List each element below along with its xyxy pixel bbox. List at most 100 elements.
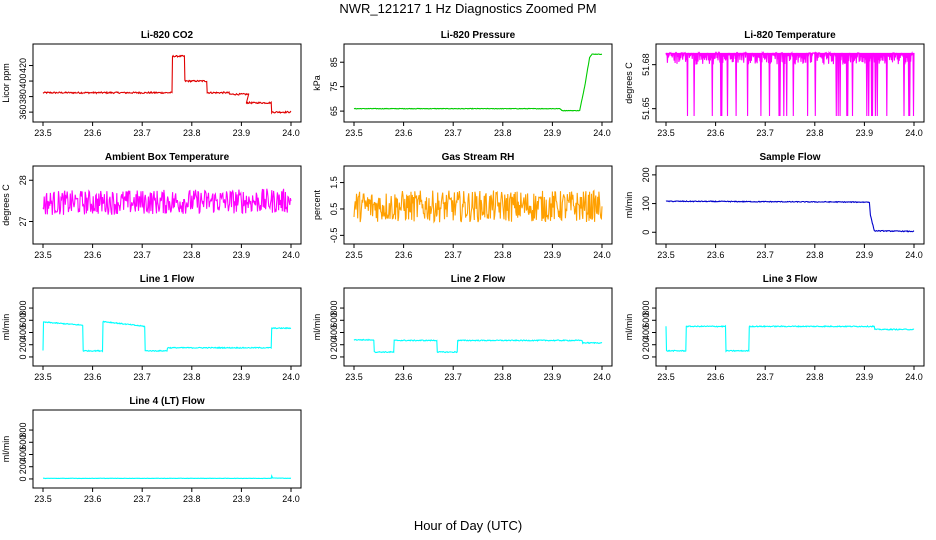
panel-10: Line 4 (LT) Flow ml/min 23.5 23.6 23.7 23.8 23… — [1, 396, 302, 504]
y-axis-label: ml/min — [624, 192, 634, 219]
plot-frame — [32, 287, 302, 367]
y-tick-label: 0 — [329, 354, 339, 359]
y-tick-label: 65 — [329, 106, 339, 116]
y-tick-label: 1.5 — [329, 176, 339, 189]
plot-frame — [655, 287, 925, 367]
panel-title: Sample Flow — [759, 152, 820, 163]
y-axis-label: degrees C — [624, 62, 634, 104]
x-tick-label: 24.0 — [905, 372, 923, 382]
x-tick-label: 23.6 — [707, 372, 725, 382]
x-tick-label: 23.8 — [183, 128, 201, 138]
x-tick-label: 23.6 — [395, 250, 413, 260]
y-tick-label: 0.5 — [329, 203, 339, 216]
y-tick-label: 600 — [18, 435, 28, 450]
y-tick-label: 200 — [641, 337, 651, 352]
x-tick-label: 23.5 — [657, 128, 675, 138]
x-tick-label: 23.5 — [34, 372, 52, 382]
x-tick-label: 23.8 — [494, 128, 512, 138]
x-tick-label: 23.5 — [657, 250, 675, 260]
x-tick-label: 23.9 — [856, 128, 874, 138]
x-tick-label: 24.0 — [282, 372, 300, 382]
x-tick-label: 24.0 — [905, 128, 923, 138]
plot-frame — [655, 43, 925, 123]
y-axis-label: ml/min — [624, 314, 634, 341]
x-tick-label: 23.9 — [233, 494, 251, 504]
series-line — [665, 324, 915, 353]
y-tick-label: 600 — [18, 313, 28, 328]
panel-5: Gas Stream RH percent 23.5 23.6 23.7 23.8 23.9… — [312, 152, 613, 260]
y-tick-label: 400 — [641, 325, 651, 340]
y-tick-label: 0 — [641, 354, 651, 359]
x-tick-label: 23.9 — [856, 372, 874, 382]
panel-2: Li-820 Pressure kPa 23.5 23.6 23.7 23.8 23.9 24… — [312, 30, 613, 138]
series-line — [42, 188, 292, 215]
x-tick-label: 23.6 — [84, 250, 102, 260]
panel-title: Gas Stream RH — [442, 152, 515, 163]
x-tick-label: 24.0 — [282, 494, 300, 504]
x-tick-label: 24.0 — [593, 372, 611, 382]
plot-frame — [343, 43, 613, 123]
plot-frame — [32, 165, 302, 245]
y-tick-label: 200 — [18, 337, 28, 352]
y-tick-label: 400 — [18, 74, 28, 89]
x-tick-label: 23.6 — [84, 494, 102, 504]
x-tick-label: 23.5 — [657, 372, 675, 382]
x-tick-label: 23.9 — [544, 250, 562, 260]
y-axis-label: ml/min — [1, 314, 11, 341]
y-tick-label: 360 — [18, 105, 28, 120]
y-tick-label: 200 — [18, 459, 28, 474]
x-tick-label: 23.8 — [183, 494, 201, 504]
y-tick-label: 200 — [329, 337, 339, 352]
x-tick-label: 24.0 — [593, 128, 611, 138]
y-tick-label: 75 — [329, 82, 339, 92]
panel-title: Line 3 Flow — [763, 274, 818, 285]
plot-frame — [32, 409, 302, 489]
x-tick-label: 23.7 — [133, 494, 151, 504]
y-tick-label: 400 — [18, 325, 28, 340]
panel-title: Line 1 Flow — [140, 274, 195, 285]
x-tick-label: 23.7 — [756, 128, 774, 138]
x-tick-label: 23.7 — [444, 372, 462, 382]
x-tick-label: 23.8 — [806, 250, 824, 260]
x-tick-label: 23.9 — [544, 128, 562, 138]
x-tick-label: 23.7 — [756, 372, 774, 382]
panel-title: Li-820 Temperature — [744, 30, 836, 41]
series-line — [42, 54, 292, 115]
y-axis-label: Licor ppm — [1, 63, 11, 103]
series-line — [353, 189, 603, 224]
x-tick-label: 23.7 — [756, 250, 774, 260]
x-tick-label: 23.6 — [84, 372, 102, 382]
panel-3: Li-820 Temperature degrees C 23.5 23.6 23.7 2… — [624, 30, 925, 138]
panel-4: Ambient Box Temperature degrees C 23.5 23.6… — [1, 152, 302, 260]
x-tick-label: 23.7 — [133, 128, 151, 138]
y-tick-label: 400 — [329, 325, 339, 340]
x-tick-label: 23.5 — [345, 250, 363, 260]
x-tick-label: 23.5 — [34, 250, 52, 260]
x-tick-label: 23.9 — [233, 250, 251, 260]
y-tick-label: 85 — [329, 57, 339, 67]
x-tick-label: 23.7 — [133, 372, 151, 382]
y-tick-label: 800 — [18, 423, 28, 438]
y-tick-label: 600 — [641, 313, 651, 328]
panel-title: Li-820 CO2 — [141, 30, 194, 41]
x-tick-label: 23.9 — [233, 372, 251, 382]
x-tick-label: 23.5 — [345, 372, 363, 382]
y-tick-label: 27 — [18, 216, 28, 226]
panel-title: Line 2 Flow — [451, 274, 506, 285]
y-tick-label: 200 — [641, 167, 651, 182]
x-tick-label: 23.5 — [34, 494, 52, 504]
y-tick-label: 51.65 — [641, 97, 651, 120]
panel-title: Ambient Box Temperature — [105, 152, 230, 163]
x-tick-label: 23.6 — [707, 128, 725, 138]
y-tick-label: 800 — [329, 301, 339, 316]
y-tick-label: 51.68 — [641, 53, 651, 76]
x-tick-label: 24.0 — [282, 250, 300, 260]
x-tick-label: 23.7 — [133, 250, 151, 260]
panel-title: Li-820 Pressure — [441, 30, 516, 41]
y-tick-label: 400 — [18, 447, 28, 462]
y-tick-label: 380 — [18, 89, 28, 104]
x-tick-label: 23.6 — [395, 372, 413, 382]
x-tick-label: 23.8 — [806, 128, 824, 138]
series-line — [353, 53, 603, 112]
x-tick-label: 24.0 — [593, 250, 611, 260]
